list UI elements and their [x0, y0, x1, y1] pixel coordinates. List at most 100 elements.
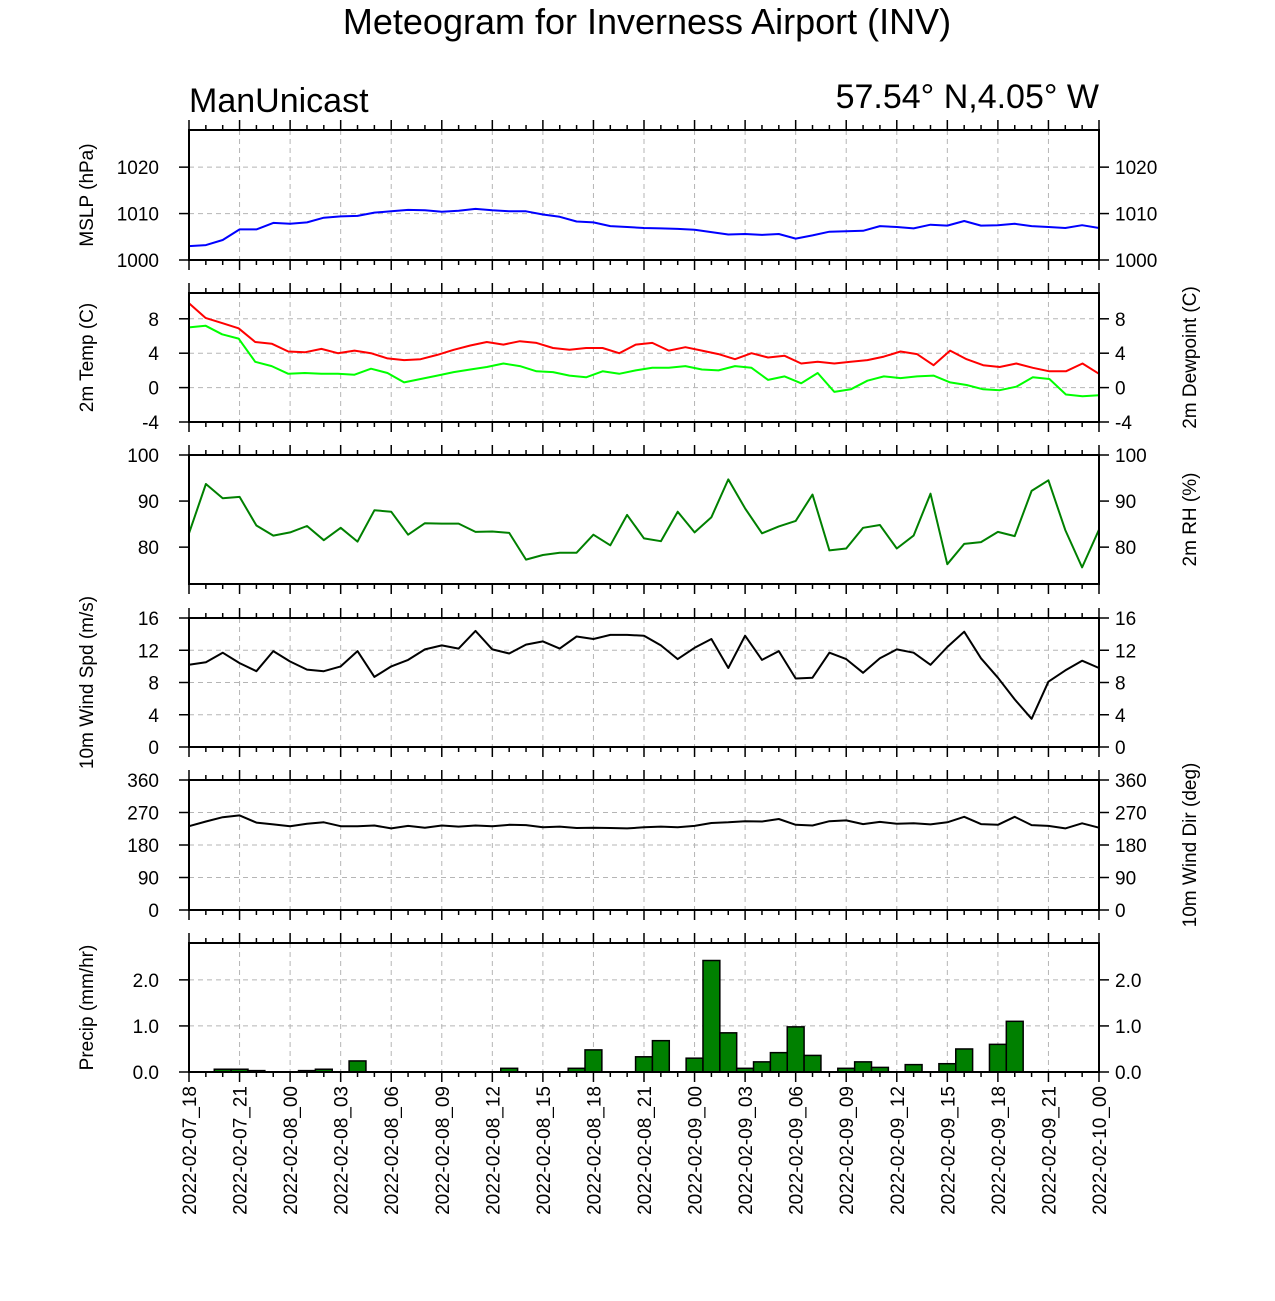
- panel-wspd: 0 0 4 4 8 8 12 12 16 16 10m Wind Spd (m/s): [77, 596, 1136, 769]
- y-tick-label: 8: [148, 674, 159, 695]
- temp-ylabel-left: 2m Temp (C): [77, 303, 98, 412]
- precip-bar: [769, 1051, 788, 1073]
- precip-bar: [702, 959, 721, 1073]
- y-tick-label: 180: [127, 836, 159, 857]
- y-tick-label: 2.0: [1115, 971, 1141, 992]
- panel-precip: 0.0 0.0 1.0 1.0 2.0 2.0 Precip (mm/hr): [77, 933, 1141, 1084]
- y-tick-label: 0: [148, 738, 159, 759]
- y-tick-label: 100: [1115, 446, 1147, 467]
- temp-series-0-line: [188, 302, 1100, 375]
- y-tick-label: 180: [1115, 836, 1147, 857]
- y-tick-label: 270: [127, 804, 159, 825]
- x-tick-label: 2022-02-08_00: [281, 1086, 302, 1215]
- temp-ylabel-right: 2m Dewpoint (C): [1180, 286, 1201, 429]
- x-tick-label: 2022-02-09_18: [989, 1086, 1010, 1215]
- y-tick-label: 16: [1115, 609, 1136, 630]
- wdir-ylabel-right: 10m Wind Dir (deg): [1180, 763, 1201, 928]
- y-tick-label: 0: [1115, 901, 1126, 922]
- y-tick-label: -4: [142, 413, 159, 434]
- panel-rh: 80 80 90 90 100 100 2m RH (%): [127, 445, 1201, 594]
- y-tick-label: 80: [1115, 538, 1136, 559]
- precip-bar: [584, 1049, 603, 1073]
- y-tick-label: 0.0: [133, 1063, 159, 1084]
- y-tick-label: 1.0: [133, 1017, 159, 1038]
- precip-bar: [786, 1026, 805, 1073]
- y-tick-label: 0: [1115, 379, 1126, 400]
- y-tick-label: 1000: [117, 251, 159, 272]
- precip-bar: [752, 1061, 772, 1073]
- y-tick-label: 4: [148, 344, 159, 365]
- precip-bar: [853, 1061, 873, 1073]
- y-tick-label: 0: [148, 379, 159, 400]
- y-tick-label: 270: [1115, 804, 1147, 825]
- wspd-series-0-line: [188, 629, 1100, 720]
- x-tick-label: 2022-02-08_18: [584, 1086, 605, 1215]
- precip-bar: [1005, 1020, 1024, 1073]
- y-tick-label: 8: [1115, 310, 1126, 331]
- y-tick-label: -4: [1115, 413, 1132, 434]
- x-tick-label: 2022-02-09_21: [1039, 1086, 1060, 1215]
- y-tick-label: 100: [127, 446, 159, 467]
- x-tick-label: 2022-02-08_09: [433, 1086, 454, 1215]
- x-tick-label: 2022-02-10_00: [1090, 1086, 1111, 1215]
- x-tick-label: 2022-02-09_15: [938, 1086, 959, 1215]
- y-tick-label: 1010: [117, 205, 159, 226]
- y-tick-label: 90: [1115, 492, 1136, 513]
- y-tick-label: 1020: [1115, 158, 1157, 179]
- wdir-series-0-line: [188, 814, 1100, 830]
- x-tick-label: 2022-02-09_06: [787, 1086, 808, 1215]
- wspd-ylabel-left: 10m Wind Spd (m/s): [77, 596, 98, 769]
- y-tick-label: 4: [148, 706, 159, 727]
- x-tick-label: 2022-02-08_06: [382, 1086, 403, 1215]
- model-label: ManUnicast: [189, 82, 369, 120]
- y-tick-label: 8: [1115, 674, 1126, 695]
- panel-frame: [188, 454, 1100, 585]
- y-tick-label: 360: [127, 771, 159, 792]
- rh-ylabel-right: 2m RH (%): [1180, 473, 1201, 567]
- y-tick-label: 90: [138, 869, 159, 890]
- x-tick-label: 2022-02-07_18: [180, 1086, 201, 1215]
- precip-ylabel-left: Precip (mm/hr): [77, 945, 98, 1071]
- x-tick-label: 2022-02-09_12: [888, 1086, 909, 1215]
- x-tick-label: 2022-02-08_12: [483, 1086, 504, 1215]
- y-tick-label: 16: [138, 609, 159, 630]
- temp-series-1-line: [188, 324, 1100, 398]
- x-tick-label: 2022-02-08_03: [332, 1086, 353, 1215]
- y-tick-label: 0: [1115, 738, 1126, 759]
- y-tick-label: 0.0: [1115, 1063, 1141, 1084]
- y-tick-label: 1.0: [1115, 1017, 1141, 1038]
- y-tick-label: 80: [138, 538, 159, 559]
- x-tick-label: 2022-02-08_15: [534, 1086, 555, 1215]
- y-tick-label: 360: [1115, 771, 1147, 792]
- y-tick-label: 8: [148, 310, 159, 331]
- y-tick-label: 90: [138, 492, 159, 513]
- mslp-ylabel-left: MSLP (hPa): [77, 143, 98, 246]
- precip-bar: [904, 1063, 923, 1073]
- y-tick-label: 1000: [1115, 251, 1157, 272]
- x-tick-label: 2022-02-08_21: [635, 1086, 656, 1215]
- precip-bar: [348, 1060, 367, 1073]
- x-tick-label: 2022-02-09_00: [686, 1086, 707, 1215]
- y-tick-label: 1010: [1115, 205, 1157, 226]
- y-tick-label: 2.0: [133, 971, 159, 992]
- x-tick-label: 2022-02-09_03: [736, 1086, 757, 1215]
- y-tick-label: 1020: [117, 158, 159, 179]
- precip-bar: [651, 1039, 671, 1073]
- precip-bar: [803, 1054, 822, 1073]
- panel-wdir: 0 0 90 90 180 180 270 270 360 360 10m Wind Dir (de…: [127, 763, 1201, 928]
- x-tick-label: 2022-02-09_09: [837, 1086, 858, 1215]
- x-tick-label: 2022-02-07_21: [231, 1086, 252, 1215]
- precip-bar: [719, 1032, 738, 1073]
- mslp-series-0-line: [188, 207, 1100, 248]
- y-tick-label: 90: [1115, 869, 1136, 890]
- y-tick-label: 12: [138, 641, 159, 662]
- precip-bar: [634, 1056, 654, 1073]
- x-axis: 2022-02-07_18 2022-02-07_21 2022-02-08_00 2…: [180, 1086, 1111, 1215]
- precip-bar: [685, 1057, 704, 1073]
- y-tick-label: 4: [1115, 344, 1126, 365]
- location-label: 57.54° N,4.05° W: [836, 78, 1099, 116]
- panel-temp: -4 -4 0 0 4 4 8 8 2m Temp (C) 2m Dewpoint (C): [77, 283, 1201, 434]
- precip-bar: [955, 1048, 974, 1073]
- rh-series-0-line: [188, 478, 1100, 569]
